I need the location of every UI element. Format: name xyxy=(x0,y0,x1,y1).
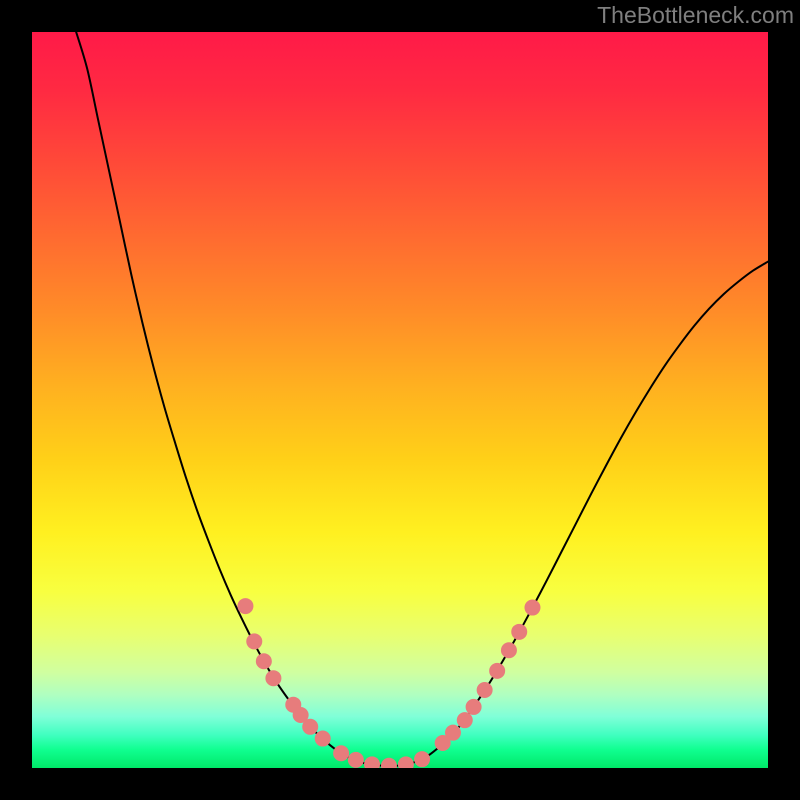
chart-frame: TheBottleneck.com xyxy=(0,0,800,800)
plot-area xyxy=(32,32,768,768)
watermark-text: TheBottleneck.com xyxy=(597,2,794,29)
background-gradient xyxy=(32,32,768,768)
